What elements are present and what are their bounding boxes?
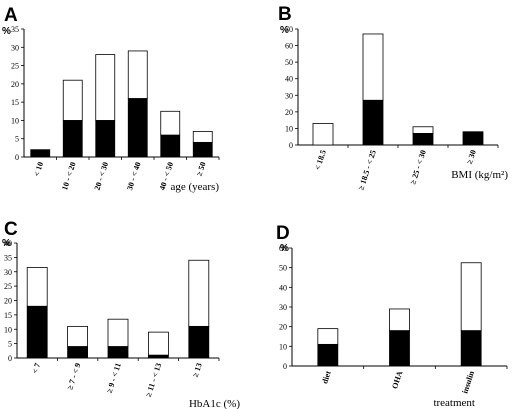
bar-segment-light — [389, 308, 410, 332]
panel-letter: C — [4, 219, 18, 240]
x-category-label: ≥ 18.5 - < 25 — [356, 149, 377, 191]
panel-letter: B — [278, 4, 292, 25]
bar-segment-dark — [362, 99, 384, 146]
y-unit-label: % — [280, 25, 289, 36]
x-axis-label: age (years) — [170, 181, 219, 193]
y-tick-label: 15 — [11, 98, 19, 107]
bar-segment-dark — [62, 120, 83, 158]
y-tick-label: 40 — [4, 239, 12, 248]
bar-segment-light — [95, 54, 116, 121]
bar-segment-light — [107, 318, 129, 347]
bar-segment-dark — [160, 134, 181, 158]
bar-segment-light — [460, 262, 482, 331]
panel-a: A% 0 5 10 15 20 25 30 35 < 10 10 - < 20 20 - < 30 30… — [2, 5, 220, 193]
x-category-label: diet — [320, 370, 333, 385]
bar-segment-dark — [462, 131, 484, 146]
x-axis-label: BMI (kg/m²) — [451, 169, 508, 181]
y-tick-label: 50 — [279, 264, 287, 273]
y-tick-label: 20 — [279, 323, 287, 332]
bar-segment-dark — [317, 343, 339, 367]
bar-segment-dark — [389, 330, 410, 367]
bar-segment-dark — [95, 120, 116, 158]
panel-letter: A — [4, 5, 18, 26]
y-tick-label: 0 — [283, 362, 287, 371]
bar-segment-light — [26, 267, 48, 307]
bar-segment-light — [317, 328, 339, 345]
x-category-label: ≥ 9 - < 11 — [105, 362, 123, 394]
bar-segment-light — [67, 325, 88, 347]
bar-segment-dark — [460, 330, 482, 367]
y-tick-label: 25 — [11, 62, 19, 71]
y-tick-label: 5 — [15, 135, 19, 144]
bar-segment-light — [127, 50, 148, 99]
y-tick-label: 30 — [279, 303, 287, 312]
y-unit-label: % — [280, 243, 289, 254]
x-category-label: insulin — [460, 369, 476, 394]
panel-c: C% 0 5 10 15 20 25 30 35 40 < 7 ≥ 7 - < 9 ≥ 9 - < 11… — [2, 219, 240, 409]
bar-segment-dark — [192, 141, 213, 158]
y-tick-label: 35 — [4, 253, 12, 262]
y-tick-label: 10 — [279, 342, 287, 351]
x-category-label: < 18.5 — [313, 149, 328, 171]
x-axis-label: HbA1c (%) — [189, 398, 240, 409]
bar-segment-dark — [30, 149, 51, 158]
x-category-label: 10 - < 20 — [60, 161, 78, 192]
panel-letter: D — [276, 223, 290, 244]
y-tick-label: 10 — [11, 116, 19, 125]
x-category-label: ≥ 7 - < 9 — [65, 362, 82, 391]
bar-segment-dark — [26, 305, 48, 359]
x-category-label: < 10 — [32, 161, 45, 178]
y-tick-label: 5 — [8, 340, 12, 349]
y-tick-label: 20 — [285, 108, 293, 117]
x-category-label: ≥ 13 — [191, 362, 204, 378]
panel-d: D% 0 10 20 30 40 50 60 diet OHA insulin treatment — [276, 223, 508, 409]
y-unit-label: % — [2, 26, 11, 37]
y-tick-label: 30 — [285, 91, 293, 100]
x-category-label: < 7 — [30, 362, 42, 375]
x-category-label: ≥ 50 — [195, 161, 208, 177]
y-tick-label: 60 — [279, 244, 287, 253]
x-category-label: OHA — [390, 370, 404, 390]
y-tick-label: 10 — [285, 124, 293, 133]
panel-b: B% 0 10 20 30 40 50 60 70 < 18.5 ≥ 18.5 - < 25 ≥ 25… — [278, 4, 508, 191]
y-tick-label: 30 — [4, 268, 12, 277]
bar-segment-light — [192, 130, 213, 143]
y-tick-label: 15 — [4, 311, 12, 320]
y-tick-label: 20 — [11, 80, 19, 89]
y-tick-label: 30 — [11, 43, 19, 52]
bar-segment-dark — [147, 354, 169, 359]
x-axis-label: treatment — [433, 397, 475, 409]
y-tick-label: 10 — [4, 325, 12, 334]
x-category-label: 30 - < 40 — [125, 161, 143, 192]
x-category-label: ≥ 25 - < 30 — [408, 149, 428, 186]
bar-segment-dark — [188, 325, 210, 359]
y-tick-label: 70 — [285, 25, 293, 34]
bar-segment-light — [362, 33, 384, 101]
x-category-label: ≥ 11 - < 13 — [144, 362, 163, 398]
bar-segment-dark — [67, 346, 88, 359]
y-tick-label: 25 — [4, 282, 12, 291]
y-tick-label: 60 — [285, 42, 293, 51]
y-tick-label: 20 — [4, 297, 12, 306]
bar-segment-dark — [127, 98, 148, 158]
x-category-label: 20 - < 30 — [93, 161, 111, 192]
bar-segment-light — [147, 331, 169, 356]
y-unit-label: % — [2, 238, 11, 249]
y-tick-label: 50 — [285, 58, 293, 67]
bar-segment-light — [160, 110, 181, 136]
y-tick-label: 0 — [8, 354, 12, 363]
y-tick-label: 0 — [15, 153, 19, 162]
bar-segment-light — [312, 123, 334, 146]
bar-segment-dark — [412, 132, 434, 146]
bar-segment-light — [412, 126, 434, 134]
bar-segment-light — [62, 79, 83, 121]
bar-segment-light — [188, 259, 210, 327]
bar-segment-dark — [107, 346, 129, 359]
y-tick-label: 0 — [289, 141, 293, 150]
x-category-label: ≥ 30 — [465, 149, 478, 165]
y-tick-label: 40 — [279, 283, 287, 292]
y-tick-label: 35 — [11, 25, 19, 34]
y-tick-label: 40 — [285, 75, 293, 84]
